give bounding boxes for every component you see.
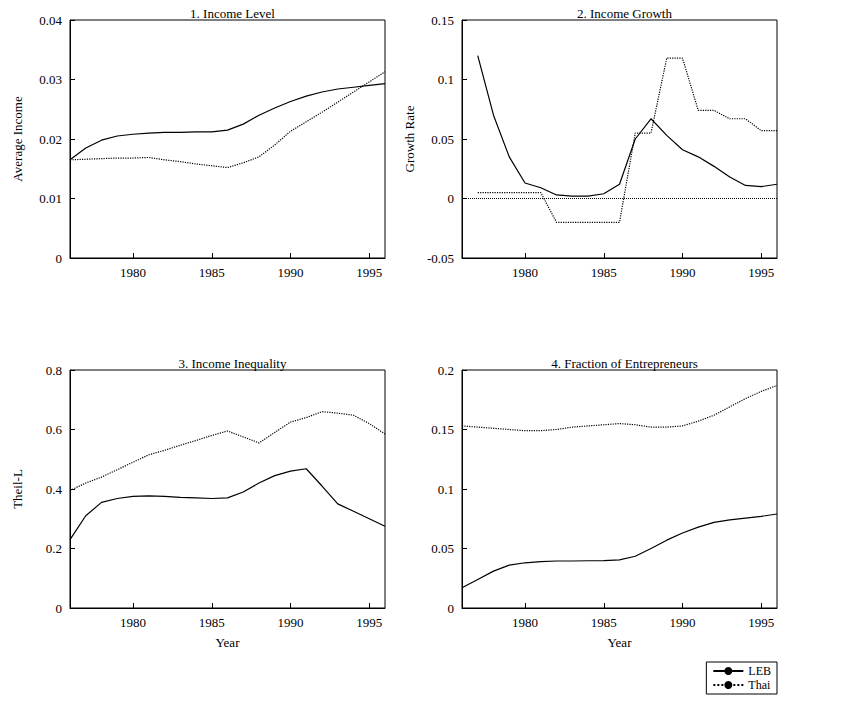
svg-text:Thai: Thai: [748, 678, 771, 692]
svg-text:0.8: 0.8: [46, 363, 62, 378]
svg-text:4. Fraction of Entrepreneurs: 4. Fraction of Entrepreneurs: [551, 356, 698, 371]
svg-text:Year: Year: [216, 635, 241, 650]
svg-text:0.01: 0.01: [39, 191, 62, 206]
svg-text:1985: 1985: [591, 265, 617, 280]
svg-text:0.4: 0.4: [46, 482, 63, 497]
svg-text:0.15: 0.15: [431, 13, 454, 28]
svg-text:0: 0: [448, 601, 455, 616]
svg-text:1. Income Level: 1. Income Level: [190, 6, 275, 21]
svg-text:1990: 1990: [278, 265, 304, 280]
svg-text:0: 0: [448, 191, 455, 206]
svg-text:0: 0: [56, 251, 63, 266]
svg-text:1980: 1980: [512, 265, 538, 280]
svg-text:1980: 1980: [120, 265, 146, 280]
svg-text:LEB: LEB: [748, 664, 771, 678]
svg-text:0.05: 0.05: [431, 132, 454, 147]
svg-text:1985: 1985: [199, 265, 225, 280]
svg-text:1990: 1990: [670, 265, 696, 280]
svg-text:0.03: 0.03: [39, 72, 62, 87]
svg-text:0.15: 0.15: [431, 422, 454, 437]
svg-text:0: 0: [56, 601, 63, 616]
svg-text:1995: 1995: [748, 615, 774, 630]
svg-text:0.2: 0.2: [46, 541, 62, 556]
svg-text:1995: 1995: [356, 615, 382, 630]
svg-text:0.05: 0.05: [431, 541, 454, 556]
svg-text:1990: 1990: [278, 615, 304, 630]
svg-text:Growth Rate: Growth Rate: [402, 105, 417, 172]
svg-text:Theil-L: Theil-L: [10, 469, 25, 509]
svg-text:0.02: 0.02: [39, 132, 62, 147]
svg-text:1995: 1995: [748, 265, 774, 280]
svg-text:1980: 1980: [512, 615, 538, 630]
svg-text:1990: 1990: [670, 615, 696, 630]
svg-text:3. Income Inequality: 3. Income Inequality: [179, 356, 287, 371]
svg-text:0.2: 0.2: [438, 363, 454, 378]
svg-text:0.6: 0.6: [46, 422, 63, 437]
svg-text:1995: 1995: [356, 265, 382, 280]
svg-text:2. Income Growth: 2. Income Growth: [577, 6, 672, 21]
svg-text:-0.05: -0.05: [427, 251, 454, 266]
svg-text:Year: Year: [608, 635, 633, 650]
svg-text:1980: 1980: [120, 615, 146, 630]
svg-text:0.1: 0.1: [438, 72, 454, 87]
svg-text:Average Income: Average Income: [10, 96, 25, 182]
svg-text:0.1: 0.1: [438, 482, 454, 497]
svg-text:0.04: 0.04: [39, 13, 62, 28]
svg-text:1985: 1985: [591, 615, 617, 630]
svg-text:1985: 1985: [199, 615, 225, 630]
